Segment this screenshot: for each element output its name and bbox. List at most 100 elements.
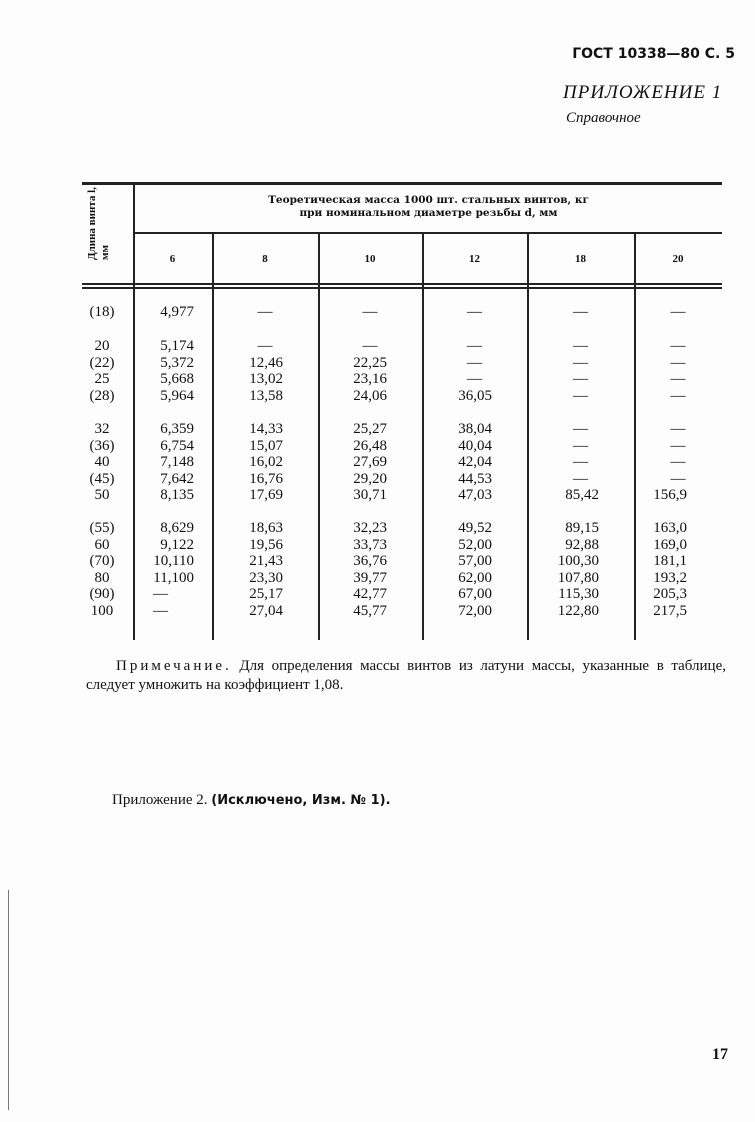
mass-value: 4,977 xyxy=(160,304,194,320)
group-header-line1: Теоретическая масса 1000 шт. стальных ви… xyxy=(268,194,589,206)
column-header: 12 xyxy=(469,253,480,265)
mass-value: 5,668 xyxy=(160,371,194,387)
mass-value: 39,77 xyxy=(353,569,387,586)
mass-value: 19,56 xyxy=(249,536,283,553)
mass-value: — xyxy=(670,304,686,320)
mass-value: — xyxy=(467,304,482,320)
mass-value: 8,135 xyxy=(160,487,194,503)
mass-value: 12,46 xyxy=(249,354,283,371)
mass-value: — xyxy=(362,338,378,354)
screw-length: 32 xyxy=(94,421,110,437)
mass-value: 100,30 xyxy=(557,553,599,569)
mass-value: 10,110 xyxy=(153,553,194,569)
mass-value: — xyxy=(670,421,686,437)
mass-value: — xyxy=(257,304,273,320)
mass-value: — xyxy=(670,387,686,404)
mass-value: 5,372 xyxy=(160,354,194,371)
mass-value: — xyxy=(573,454,588,470)
mass-value: — xyxy=(573,437,588,454)
page-number: 17 xyxy=(712,1046,728,1063)
mass-value: 29,20 xyxy=(353,470,387,487)
mass-value: — xyxy=(670,437,686,454)
screw-length: (36) xyxy=(89,437,115,454)
screw-length: (55) xyxy=(89,520,115,536)
mass-value: — xyxy=(670,371,686,387)
mass-value: — xyxy=(573,421,588,437)
mass-value: 11,100 xyxy=(153,569,194,586)
screw-length: 25 xyxy=(94,371,110,387)
screw-length: 50 xyxy=(94,487,110,503)
column-header: 20 xyxy=(672,253,684,265)
screw-length: 60 xyxy=(94,536,110,553)
mass-value: — xyxy=(670,470,686,487)
mass-value: 16,76 xyxy=(249,470,283,487)
screw-length: (90) xyxy=(89,586,115,602)
column-divider xyxy=(634,234,636,640)
body-rule-2 xyxy=(82,287,722,289)
mass-value: 205,3 xyxy=(653,586,687,602)
mass-value: 115,30 xyxy=(558,586,599,602)
mass-value: — xyxy=(670,454,686,470)
mass-value: 42,04 xyxy=(458,454,492,470)
mass-value: 14,33 xyxy=(249,421,283,437)
screw-length: 40 xyxy=(94,454,110,470)
screw-length: 20 xyxy=(94,338,110,354)
note-label: Примечание. xyxy=(116,658,232,674)
mass-value: 32,23 xyxy=(353,520,387,536)
mass-value: 42,77 xyxy=(353,586,387,602)
mass-value: — xyxy=(670,354,686,371)
mass-value: 107,80 xyxy=(557,569,599,586)
mass-value: 25,17 xyxy=(249,586,283,602)
scan-edge xyxy=(8,890,9,1110)
mass-value: 13,58 xyxy=(249,387,283,404)
appendix-type: Справочное xyxy=(566,110,641,126)
mass-value: 44,53 xyxy=(458,470,492,487)
mass-value: 36,76 xyxy=(353,553,387,569)
table-top-rule xyxy=(82,182,722,185)
mass-value: 18,63 xyxy=(249,520,283,536)
mass-value: 21,43 xyxy=(249,553,283,569)
mass-value: — xyxy=(573,371,588,387)
appendix-title: ПРИЛОЖЕНИЕ 1 xyxy=(563,82,723,103)
group-header: Теоретическая масса 1000 шт. стальных ви… xyxy=(135,194,722,220)
mass-value: — xyxy=(573,354,588,371)
mass-value: 24,06 xyxy=(353,387,387,404)
screw-length: 100 xyxy=(90,602,114,619)
column-divider xyxy=(212,234,214,640)
group-header-line2: при номинальном диаметре резьбы d, мм xyxy=(299,207,558,219)
mass-value: 122,80 xyxy=(557,602,599,619)
mass-value: 217,5 xyxy=(653,602,687,619)
mass-value: 13,02 xyxy=(249,371,283,387)
mass-value: 6,359 xyxy=(160,421,194,437)
mass-value: 30,71 xyxy=(353,487,387,503)
mass-value: 193,2 xyxy=(653,569,687,586)
mass-value: — xyxy=(467,338,482,354)
mass-value: 17,69 xyxy=(249,487,283,503)
mass-value: 7,148 xyxy=(160,454,194,470)
mass-value: — xyxy=(362,304,378,320)
mass-value: 72,00 xyxy=(458,602,492,619)
mass-value: — xyxy=(153,586,168,602)
mass-value: 52,00 xyxy=(458,536,492,553)
screw-length: (45) xyxy=(89,470,115,487)
mass-value: 92,88 xyxy=(565,536,599,553)
mass-value: — xyxy=(670,338,686,354)
mass-value: 49,52 xyxy=(458,520,492,536)
note-text: Для определения массы винтов из латуни м… xyxy=(86,658,726,693)
column-header: 18 xyxy=(575,253,586,265)
body-rule-1 xyxy=(82,283,722,285)
mass-value: 23,16 xyxy=(353,371,387,387)
appendix-2-label: Приложение 2. xyxy=(112,792,208,808)
header-rule xyxy=(135,232,722,234)
mass-value: 27,69 xyxy=(353,454,387,470)
mass-value: — xyxy=(573,387,588,404)
mass-value: 85,42 xyxy=(565,487,599,503)
mass-value: 22,25 xyxy=(353,354,387,371)
mass-value: 9,122 xyxy=(160,536,194,553)
mass-value: 40,04 xyxy=(458,437,492,454)
standard-number: ГОСТ 10338—80 С. 5 xyxy=(572,46,735,62)
mass-value: 45,77 xyxy=(353,602,387,619)
screw-length: 80 xyxy=(94,569,110,586)
mass-value: 8,629 xyxy=(160,520,194,536)
